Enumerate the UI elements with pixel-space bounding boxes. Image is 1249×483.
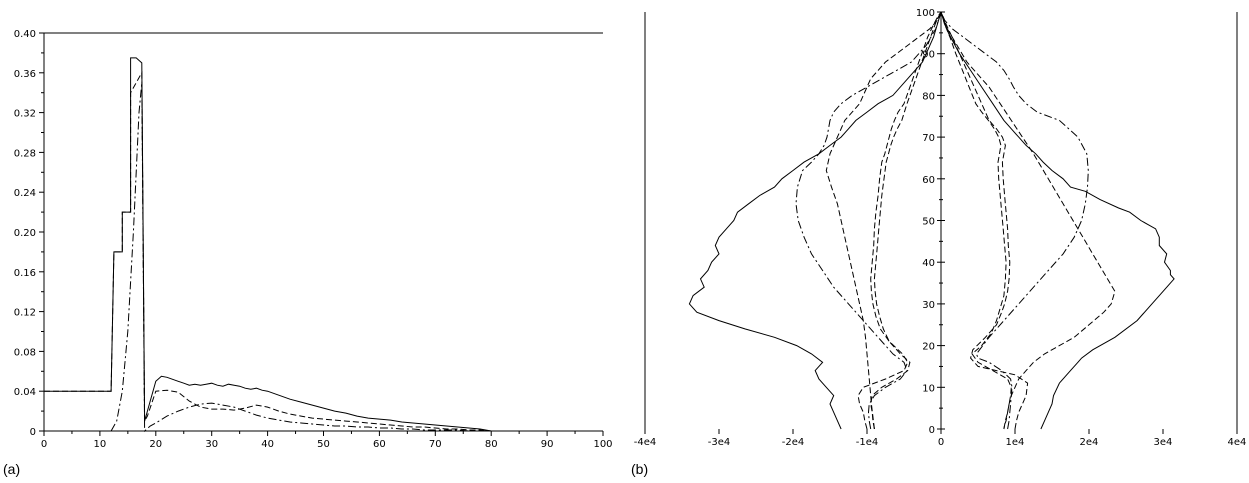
panel-b-label: (b) (631, 461, 648, 477)
panel-b-y-tick-label: 50 (922, 217, 935, 228)
panel-a-y-tick-label: 0.24 (14, 188, 36, 199)
panel-b-y-tick-label: 20 (922, 342, 935, 353)
panel-a-x-tick-label: 60 (373, 439, 386, 450)
panel-b-x-tick-label: 4e4 (1228, 437, 1247, 448)
panel-a-y-tick-label: 0.20 (14, 228, 36, 239)
panel-b-y-tick-label: 70 (922, 133, 935, 144)
panel-a-x-tick-label: 10 (94, 439, 107, 450)
panel-a-y-tick-label: 0.32 (14, 109, 36, 120)
panel-b-y-tick-label: 80 (922, 91, 935, 102)
panel-b-y-tick-label: 10 (922, 383, 935, 394)
panel-a-x-tick-label: 40 (261, 439, 274, 450)
panel-a-y-tick-label: 0.16 (14, 268, 36, 279)
panel-b-x-tick-label: -4e4 (634, 437, 657, 448)
panel-b-series-line-10 (825, 11, 942, 430)
panel-b-series-line-2 (940, 11, 1029, 430)
panel-a-x-tick-label: 20 (149, 439, 162, 450)
panel-a-x-tick-label: 30 (205, 439, 218, 450)
panel-a-y-tick-label: 0.36 (14, 69, 36, 80)
panel-b-series-line-5 (940, 11, 1116, 430)
panel-b-x-tick-label: -1e4 (856, 437, 879, 448)
panel-b-x-tick-label: 3e4 (1154, 437, 1173, 448)
panel-b-series (688, 11, 1175, 430)
panel-b-x-tick-label: 2e4 (1080, 437, 1099, 448)
panel-a-x-tick-label: 70 (429, 439, 442, 450)
panel-a-x-tick-label: 80 (485, 439, 498, 450)
panel-b-series-line-8 (870, 11, 942, 430)
panel-b-x-tick-label: 1e4 (1006, 437, 1025, 448)
panel-b-series-line-3 (940, 11, 1012, 430)
panel-b-series-line-7 (857, 11, 942, 430)
panel-b-series-line-9 (795, 11, 942, 430)
panel-a-series-line-3 (110, 82, 492, 433)
panel-b-x-tick-label: -3e4 (708, 437, 731, 448)
panel-a-x-tick-label: 100 (593, 439, 612, 450)
panel-b-x-tick-label: 0 (938, 437, 944, 448)
panel-a-series-line-2 (44, 70, 492, 432)
panel-b-y-tick-label: 0 (929, 425, 935, 436)
panel-a-y-tick-label: 0 (30, 427, 36, 438)
panel-a-y-tick-label: 0.04 (14, 387, 36, 398)
panel-b-axes: -4e4 -3e4 -2e4 -1e4 0 1e4 2e4 3e4 4e4 0 10 20 30 40 50… (634, 8, 1247, 448)
panel-a-y-tick-label: 0.12 (14, 308, 36, 319)
panel-b-series-line-4 (940, 11, 1089, 430)
panel-a-series (44, 57, 492, 433)
panel-a-x-tick-label: 90 (541, 439, 554, 450)
panel-b-y-tick-label: 90 (922, 50, 935, 61)
panel-a-y-tick-label: 0.08 (14, 347, 36, 358)
panel-b-series-line-6 (688, 11, 942, 430)
panel-b-y-tick-label: 60 (922, 175, 935, 186)
panel-a-y-tick-label: 0.28 (14, 148, 36, 159)
panel-a-axes: 0 10 20 30 40 50 60 70 80 90 100 0 0.04 0.08 0.12 0.16 0… (14, 29, 613, 450)
panel-a-y-tick-label: 0.40 (14, 29, 36, 40)
panel-a-x-tick-label: 50 (317, 439, 330, 450)
panel-b-y-tick-label: 40 (922, 258, 935, 269)
panel-b-x-tick-label: -2e4 (782, 437, 805, 448)
panel-a: (a) 0 10 20 30 40 50 60 70 80 90 10000.040.080.120… (3, 29, 613, 477)
panel-a-label: (a) (3, 461, 20, 477)
panel-b: (b) -4e4 -3e4 -2e4 -1e4 0 1e4 2e4 3e4 4e4 0 10 20 30… (631, 8, 1246, 477)
panel-a-x-tick-label: 0 (41, 439, 47, 450)
panel-b-y-tick-label: 100 (916, 8, 935, 19)
panel-b-y-tick-label: 30 (922, 300, 935, 311)
panel-b-series-line-1 (940, 11, 1175, 430)
